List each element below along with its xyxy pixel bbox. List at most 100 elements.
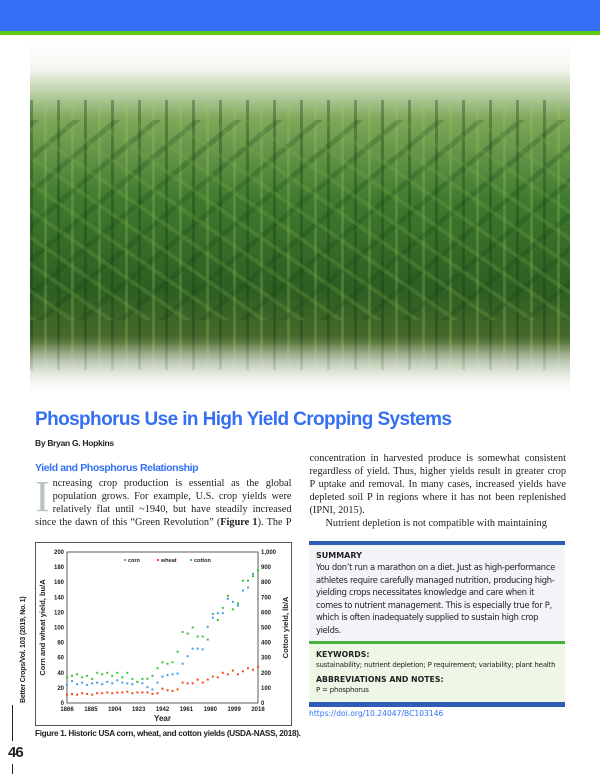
y-tick-label: 100: [54, 626, 65, 632]
data-point-wheat: [206, 678, 209, 681]
data-point-corn: [106, 680, 109, 683]
x-tick-label: 1942: [156, 707, 170, 713]
y2-tick-label: 200: [261, 671, 272, 677]
data-point-wheat: [111, 692, 114, 695]
data-point-cotton: [131, 677, 134, 680]
data-point-corn: [151, 688, 154, 691]
data-point-wheat: [136, 691, 139, 694]
data-point-cotton: [126, 671, 129, 674]
data-point-cotton: [251, 575, 254, 578]
data-point-cotton: [236, 602, 239, 605]
data-point-wheat: [201, 681, 204, 684]
y2-tick-label: 400: [261, 641, 272, 647]
data-point-wheat: [257, 665, 259, 668]
data-point-wheat: [151, 692, 154, 695]
data-point-cotton: [101, 673, 104, 676]
x-tick-label: 1923: [132, 707, 146, 713]
y-tick-label: 80: [57, 641, 64, 647]
y2-tick-label: 700: [261, 595, 272, 601]
data-point-cotton: [241, 579, 244, 582]
x-axis-label: Year: [154, 714, 171, 723]
legend-label-cotton: cotton: [194, 558, 211, 564]
x-tick-label: 1999: [227, 707, 241, 713]
spacer: [35, 452, 292, 461]
data-point-wheat: [196, 678, 199, 681]
data-point-corn: [131, 683, 134, 686]
figure-1-chart: 1866 1885 1904 1923 1942 1961 1980 1999 2018 0 20 4…: [35, 542, 292, 726]
summary-heading: SUMMARY: [316, 551, 362, 560]
byline: By Bryan G. Hopkins: [35, 438, 114, 448]
data-point-cotton: [211, 612, 214, 615]
data-point-corn: [241, 589, 244, 592]
data-point-wheat: [176, 688, 179, 691]
data-point-wheat: [171, 689, 174, 692]
data-point-cotton: [151, 674, 154, 677]
summary-bottom-bar: [309, 701, 565, 707]
data-point-corn: [156, 681, 159, 684]
y-tick-label: 160: [54, 580, 65, 586]
data-point-corn: [176, 672, 179, 675]
data-point-corn: [111, 682, 114, 685]
x-tick-label: 1961: [180, 707, 194, 713]
legend-label-wheat: wheat: [160, 558, 177, 564]
data-point-corn: [231, 600, 234, 603]
x-tick-label: 1885: [84, 707, 98, 713]
paragraph-text: ncreasing crop production is essential a…: [35, 478, 292, 528]
keywords-section: KEYWORDS: sustainability; nutrient deple…: [309, 643, 565, 702]
y-tick-label: 20: [57, 686, 64, 692]
data-point-corn: [251, 572, 254, 575]
data-point-wheat: [221, 671, 224, 674]
photo-fade: [30, 336, 570, 396]
data-point-corn: [101, 683, 104, 686]
legend-marker-corn: [124, 559, 126, 561]
data-point-wheat: [116, 691, 119, 694]
y2-tick-label: 600: [261, 610, 272, 616]
data-point-cotton: [106, 671, 109, 674]
data-point-wheat: [236, 673, 239, 676]
data-point-cotton: [146, 677, 149, 680]
y2-tick-label: 1,000: [261, 550, 277, 556]
summary-column: SUMMARY You don’t run a marathon on a di…: [309, 541, 565, 719]
data-point-cotton: [96, 671, 99, 674]
data-point-cotton: [246, 579, 249, 582]
yield-scatter-chart: 1866 1885 1904 1923 1942 1961 1980 1999 20180204…: [38, 550, 290, 723]
data-point-corn: [221, 612, 224, 615]
data-point-wheat: [86, 692, 89, 695]
data-point-cotton: [91, 677, 94, 680]
data-point-corn: [141, 682, 144, 685]
data-point-corn: [211, 616, 214, 619]
figure-caption: Figure 1. Historic USA corn, wheat, and …: [35, 729, 301, 738]
data-point-cotton: [161, 661, 164, 664]
data-point-wheat: [166, 689, 169, 692]
data-point-corn: [86, 683, 89, 686]
corn-field-photo: [30, 40, 570, 396]
keywords-text: sustainability; nutrient depletion; P re…: [316, 660, 556, 669]
data-point-wheat: [126, 690, 129, 693]
divider: [12, 705, 13, 741]
header-band-green: [0, 31, 600, 35]
data-point-corn: [226, 597, 229, 600]
data-point-corn: [206, 625, 209, 628]
article-title: Phosphorus Use in High Yield Cropping Sy…: [35, 409, 452, 430]
section-heading: Yield and Phosphorus Relationship: [35, 462, 199, 474]
y-tick-label: 200: [54, 550, 65, 556]
drop-cap: I: [35, 472, 50, 521]
data-point-corn: [91, 682, 94, 685]
data-point-cotton: [121, 676, 124, 679]
journal-citation: Better Crops/Vol. 103 (2019, No. 1): [20, 596, 27, 703]
data-point-corn: [216, 612, 219, 615]
data-point-cotton: [181, 631, 184, 634]
y-tick-label: 40: [57, 671, 64, 677]
data-point-wheat: [66, 693, 68, 696]
data-point-corn: [116, 679, 119, 682]
keywords-heading: KEYWORDS:: [316, 649, 370, 659]
doi-link[interactable]: https://doi.org/10.24047/BC103146: [309, 708, 444, 718]
figure-reference[interactable]: Figure 1: [220, 517, 258, 528]
divider: [12, 764, 13, 774]
data-point-cotton: [221, 606, 224, 609]
data-point-cotton: [71, 674, 74, 677]
data-point-corn: [166, 674, 169, 677]
abbreviations-text: P = phosphorus: [316, 686, 369, 695]
data-point-wheat: [91, 693, 94, 696]
